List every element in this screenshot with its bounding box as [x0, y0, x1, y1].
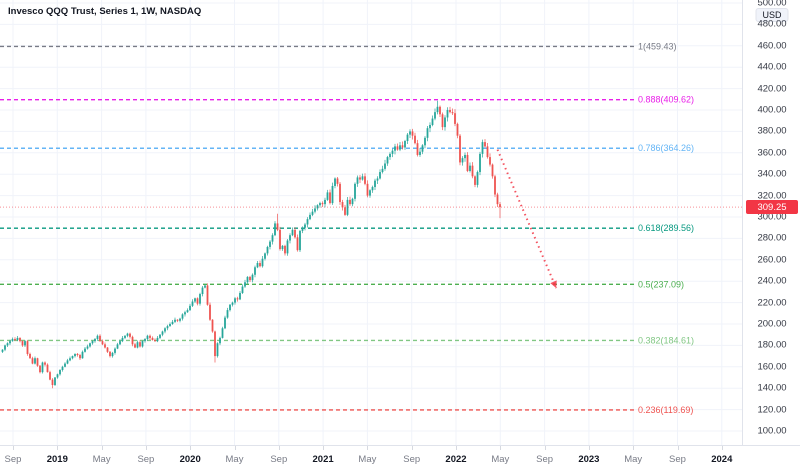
price-tick-label: 100.00 — [757, 425, 787, 437]
price-tick-label: 320.00 — [757, 190, 787, 202]
time-tick-mark — [278, 446, 280, 450]
time-tick-label: Sep — [4, 454, 22, 465]
price-tick-label: 400.00 — [757, 104, 787, 116]
price-tick-label: 360.00 — [757, 147, 787, 159]
time-tick-mark — [323, 446, 325, 450]
price-tick-label: 180.00 — [757, 339, 787, 351]
price-tick-label: 280.00 — [757, 232, 787, 244]
time-tick-label: May — [624, 454, 643, 465]
fib-level-label-0.888: 0.888(409.62) — [638, 95, 694, 105]
price-tick-label: 460.00 — [757, 40, 787, 52]
time-tick-mark — [411, 446, 413, 450]
time-tick-label: Sep — [403, 454, 421, 465]
price-tick-label: 120.00 — [757, 404, 787, 416]
time-axis[interactable]: Sep 2019 May Sep 2020 May Sep 2021 May Sep 2022 May… — [0, 445, 800, 473]
fib-level-label-0.236: 0.236(119.69) — [638, 405, 693, 415]
time-tick-label: 2021 — [312, 454, 334, 465]
time-tick-mark — [367, 446, 369, 450]
price-tick-label: 160.00 — [757, 361, 787, 373]
fib-level-label-0.786: 0.786(364.26) — [638, 143, 694, 153]
fib-level-label-1: 1(459.43) — [638, 41, 677, 51]
price-tick-label: 140.00 — [757, 382, 787, 394]
time-tick-mark — [456, 446, 457, 450]
time-tick-mark — [544, 446, 546, 450]
time-tick-label: 2024 — [711, 454, 733, 465]
time-tick-label: May — [491, 454, 510, 465]
price-axis[interactable]: USD 309.25 500.00 480.00 460.00 440.00 420.0… — [742, 0, 800, 445]
price-tick-label: 300.00 — [757, 211, 787, 223]
fib-level-label-0.5: 0.5(237.09) — [638, 279, 684, 289]
projection-arrow-head — [550, 280, 557, 289]
time-tick-mark — [234, 446, 236, 450]
fib-level-label-0.382: 0.382(184.61) — [638, 335, 694, 345]
projection-arrow-line[interactable] — [496, 149, 558, 289]
price-tick-label: 440.00 — [757, 61, 787, 73]
time-tick-mark — [721, 446, 723, 450]
time-tick-label: Sep — [536, 454, 554, 465]
currency-badge[interactable]: USD — [755, 8, 789, 22]
time-tick-mark — [13, 446, 14, 450]
price-tick-label: 380.00 — [757, 125, 787, 137]
plot-area[interactable]: 1(459.43) 0.888(409.62) 0.786(364.26) 0.618… — [0, 0, 742, 445]
time-tick-label: Sep — [669, 454, 686, 465]
price-tick-label: 260.00 — [757, 254, 787, 266]
time-tick-mark — [101, 446, 103, 450]
price-tick-label: 200.00 — [757, 318, 787, 330]
time-tick-label: 2020 — [179, 454, 201, 465]
time-tick-label: 2023 — [578, 454, 600, 465]
price-tick-label: 220.00 — [757, 297, 787, 309]
time-tick-label: Sep — [137, 454, 155, 465]
time-tick-mark — [145, 446, 147, 450]
price-chart-canvas[interactable]: 1(459.43) 0.888(409.62) 0.786(364.26) 0.618… — [0, 0, 742, 445]
time-tick-label: 2022 — [445, 454, 467, 465]
time-tick-label: 2019 — [46, 454, 68, 465]
time-tick-mark — [500, 446, 502, 450]
time-tick-label: May — [358, 454, 377, 465]
time-tick-label: Sep — [270, 454, 288, 465]
time-tick-label: May — [92, 454, 111, 465]
last-price-badge: 309.25 — [746, 200, 798, 215]
time-tick-mark — [633, 446, 635, 450]
candlestick-series — [1, 100, 501, 389]
time-tick-mark — [57, 446, 59, 450]
price-tick-label: 420.00 — [757, 83, 787, 95]
price-tick-label: 480.00 — [757, 18, 787, 30]
time-tick-mark — [588, 446, 590, 450]
time-tick-mark — [190, 446, 192, 450]
price-tick-label: 500.00 — [757, 0, 787, 9]
time-tick-label: May — [225, 454, 244, 465]
price-tick-label: 340.00 — [757, 168, 787, 180]
fib-level-label-0.618: 0.618(289.56) — [638, 223, 694, 233]
symbol-title[interactable]: Invesco QQQ Trust, Series 1, 1W, NASDAQ — [8, 6, 202, 17]
price-tick-label: 240.00 — [757, 275, 787, 287]
time-tick-mark — [677, 446, 679, 450]
